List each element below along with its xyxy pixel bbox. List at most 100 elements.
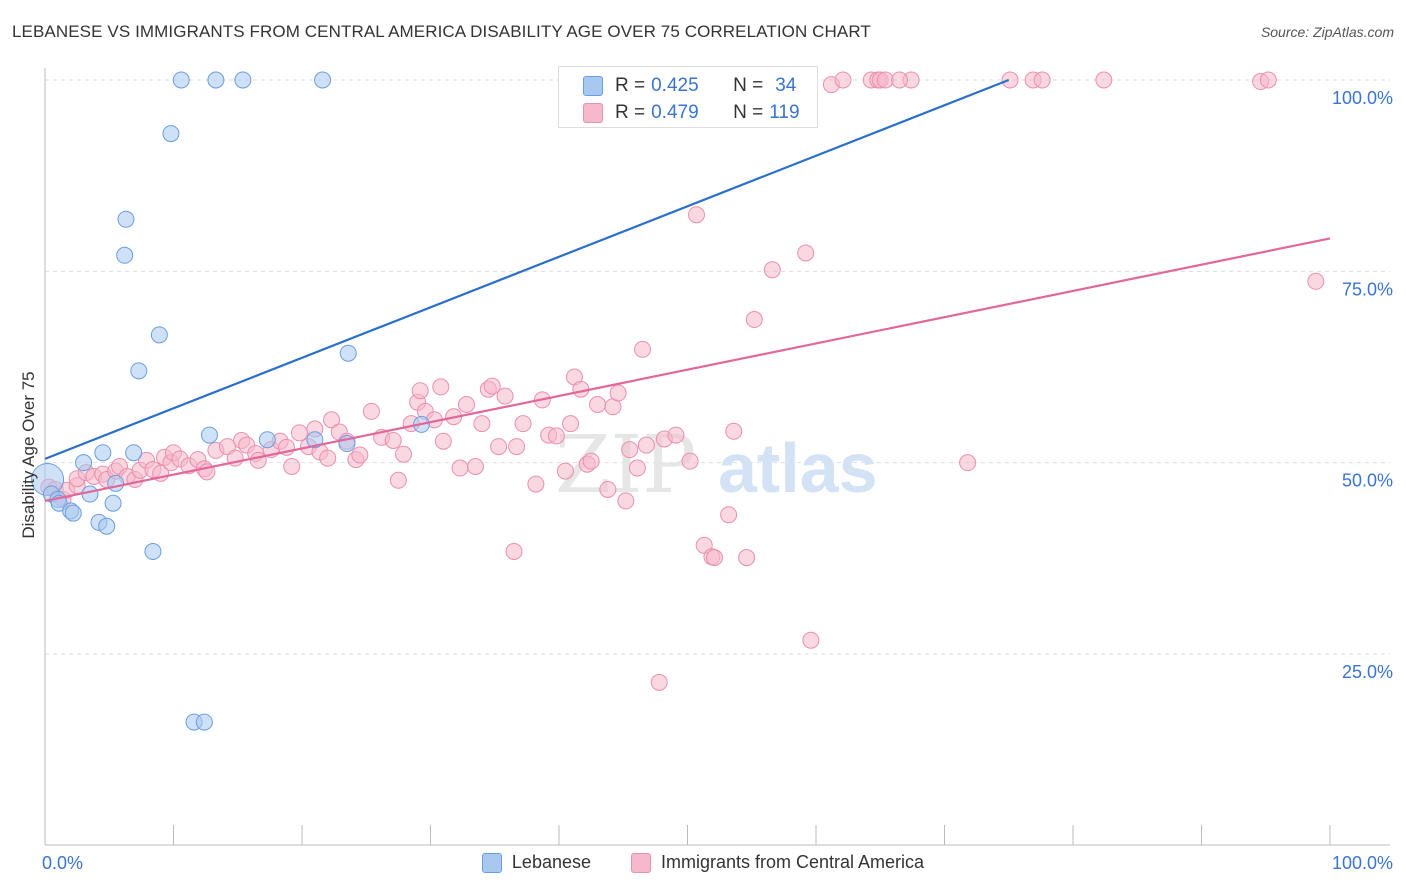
grid bbox=[45, 79, 1390, 655]
pink-point bbox=[1307, 272, 1325, 290]
stats-n-value: 119 bbox=[769, 102, 800, 123]
pink-point bbox=[323, 411, 341, 429]
pink-point bbox=[411, 382, 429, 400]
pink-point bbox=[319, 449, 337, 467]
legend-item-lebanese[interactable]: Lebanese bbox=[481, 852, 591, 873]
pink-point bbox=[351, 446, 369, 464]
y-tick-label-50: 50.0% bbox=[1342, 471, 1393, 491]
pink-point bbox=[432, 378, 450, 396]
blue-point bbox=[200, 426, 218, 444]
pink-point bbox=[891, 71, 909, 89]
pink-point bbox=[466, 457, 484, 475]
pink-point bbox=[249, 451, 267, 469]
pink-point bbox=[505, 542, 523, 560]
pink-point bbox=[290, 424, 308, 442]
pink-point bbox=[667, 426, 685, 444]
pink-point bbox=[496, 387, 514, 405]
pink-point bbox=[650, 673, 668, 691]
pink-point bbox=[1033, 71, 1051, 89]
pink-point bbox=[589, 396, 607, 414]
blue-point bbox=[125, 444, 143, 462]
stats-r-label: R = bbox=[615, 102, 646, 123]
stats-swatch-blue bbox=[583, 76, 603, 96]
pink-point bbox=[1259, 71, 1277, 89]
legend: Lebanese Immigrants from Central America bbox=[0, 852, 1406, 873]
y-tick-label-100: 100.0% bbox=[1332, 88, 1393, 108]
pink-point bbox=[384, 431, 402, 449]
pink-point bbox=[1001, 71, 1019, 89]
watermark-atlas: atlas bbox=[718, 429, 878, 507]
pink-point bbox=[490, 438, 508, 456]
blue-point bbox=[172, 71, 190, 89]
blue-point bbox=[339, 344, 357, 362]
legend-item-central-america[interactable]: Immigrants from Central America bbox=[631, 852, 924, 873]
source-credit: Source: ZipAtlas.com bbox=[1260, 24, 1394, 40]
pink-point bbox=[802, 631, 820, 649]
pink-point bbox=[876, 71, 894, 89]
legend-swatch-pink bbox=[631, 852, 651, 873]
legend-label-lebanese: Lebanese bbox=[511, 852, 591, 872]
pink-point bbox=[738, 549, 756, 567]
legend-label-central-america: Immigrants from Central America bbox=[661, 852, 925, 872]
pink-point bbox=[362, 402, 380, 420]
blue-point bbox=[107, 474, 125, 492]
stats-r-value: 0.425 bbox=[651, 75, 699, 96]
blue-point bbox=[162, 125, 180, 143]
pink-point bbox=[834, 71, 852, 89]
pink-point bbox=[609, 384, 627, 402]
pink-point bbox=[797, 244, 815, 262]
blue-point bbox=[314, 71, 332, 89]
stats-r-label: R = bbox=[615, 75, 646, 96]
pink-point bbox=[1095, 71, 1113, 89]
pink-point bbox=[599, 480, 617, 498]
watermark: ZIP atlas bbox=[555, 418, 878, 511]
blue-point bbox=[75, 454, 93, 472]
pink-point bbox=[473, 415, 491, 433]
stats-n-value: 34 bbox=[775, 75, 797, 96]
axes bbox=[44, 68, 1390, 846]
pink-point bbox=[556, 462, 574, 480]
stats-row-central-america: R = 0.479 N = 119 bbox=[583, 102, 800, 124]
y-axis-label: Disability Age Over 75 bbox=[19, 371, 38, 538]
x-tick-label-100: 100.0% bbox=[1332, 853, 1393, 873]
pink-point bbox=[457, 396, 475, 414]
stats-n-label: N = bbox=[733, 102, 764, 123]
blue-point bbox=[94, 444, 112, 462]
blue-point bbox=[144, 542, 162, 560]
x-tick-label-0: 0.0% bbox=[42, 853, 83, 873]
blue-point bbox=[117, 210, 135, 228]
pink-point bbox=[628, 459, 646, 477]
pink-point bbox=[527, 475, 545, 493]
blue-point bbox=[306, 431, 324, 449]
pink-point bbox=[508, 438, 526, 456]
pink-point bbox=[763, 261, 781, 279]
blue-point bbox=[116, 246, 134, 264]
pink-point bbox=[395, 445, 413, 463]
pink-point bbox=[637, 436, 655, 454]
blue-point bbox=[258, 431, 276, 449]
pink-point bbox=[725, 422, 743, 440]
pink-point bbox=[582, 452, 600, 470]
stats-n-label: N = bbox=[733, 75, 764, 96]
pink-point bbox=[681, 452, 699, 470]
pink-point bbox=[705, 549, 723, 567]
blue-point bbox=[81, 485, 99, 503]
pink-point bbox=[451, 459, 469, 477]
pink-point bbox=[389, 471, 407, 489]
regression-line-lebanese bbox=[44, 78, 1010, 460]
stats-row-lebanese: R = 0.425 N = 34 bbox=[583, 75, 796, 97]
y-tick-label-25: 25.0% bbox=[1342, 662, 1393, 682]
legend-swatch-blue bbox=[481, 852, 502, 873]
y-tick-label-75: 75.0% bbox=[1342, 279, 1393, 299]
pink-point bbox=[283, 457, 301, 475]
pink-point bbox=[745, 311, 763, 329]
pink-point bbox=[687, 206, 705, 224]
stats-swatch-pink bbox=[583, 103, 603, 123]
blue-point bbox=[98, 517, 116, 535]
blue-series-points bbox=[31, 71, 431, 731]
pink-point bbox=[572, 380, 590, 398]
pink-point bbox=[483, 377, 501, 395]
pink-point bbox=[617, 492, 635, 510]
pink-series-points bbox=[40, 71, 1325, 691]
